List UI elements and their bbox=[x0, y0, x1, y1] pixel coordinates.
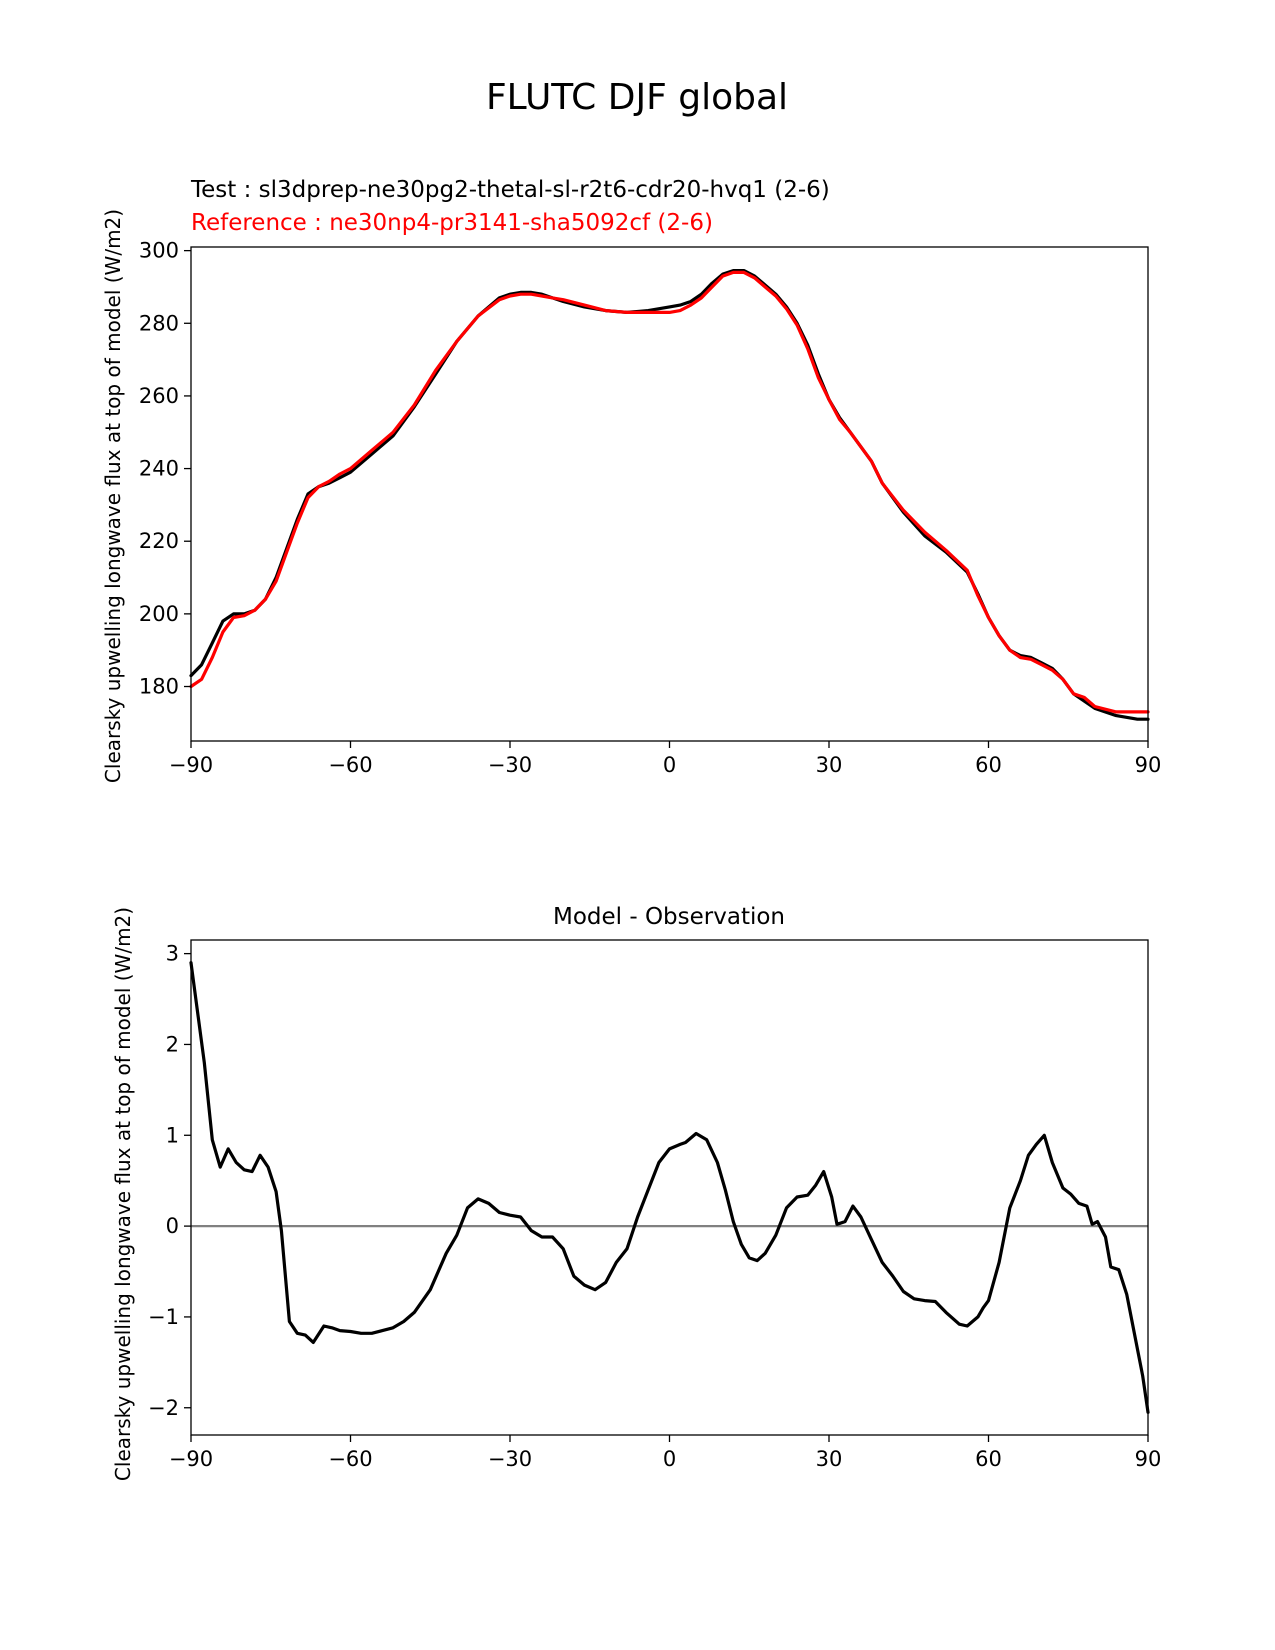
bottom-x-tick-label: 30 bbox=[816, 1447, 843, 1471]
top-y-axis-label: Clearsky upwelling longwave flux at top … bbox=[101, 209, 125, 783]
top-x-tick-label: 60 bbox=[975, 753, 1002, 777]
top-y-tick-label: 200 bbox=[139, 602, 179, 626]
bottom-y-tick-label: 1 bbox=[166, 1123, 179, 1147]
top-y-tick-label: 260 bbox=[139, 384, 179, 408]
top-plot-area: −90 −60 −30 0 30 60 90 180 200 220 240 260 280 300 bbox=[139, 239, 1161, 777]
bottom-y-tick-label: 3 bbox=[166, 942, 179, 966]
bottom-x-tick-label: −30 bbox=[488, 1447, 532, 1471]
bottom-plot-area: −90 −60 −30 0 30 60 90 −2 −1 0 1 2 3 bbox=[148, 939, 1162, 1471]
top-x-tick-label: 0 bbox=[663, 753, 676, 777]
bottom-x-tick-label: 0 bbox=[663, 1447, 676, 1471]
top-y-tick-label: 280 bbox=[139, 311, 179, 335]
bottom-series-line-difference bbox=[189, 961, 1150, 1414]
top-x-tick-label: −60 bbox=[328, 753, 372, 777]
bottom-y-tick-label: −1 bbox=[148, 1305, 179, 1329]
bottom-x-tick-label: −60 bbox=[328, 1447, 372, 1471]
top-y-tick-label: 180 bbox=[139, 675, 179, 699]
top-series-line-reference bbox=[189, 270, 1150, 714]
bottom-x-tick-label: 60 bbox=[975, 1447, 1002, 1471]
bottom-x-tick-label: 90 bbox=[1135, 1447, 1162, 1471]
bottom-line-chart: Model - Observation Clearsky upwelling l… bbox=[111, 904, 1161, 1481]
top-y-tick-label: 240 bbox=[139, 457, 179, 481]
bottom-y-tick-label: 2 bbox=[166, 1032, 179, 1056]
bottom-chart-title: Model - Observation bbox=[553, 904, 785, 930]
test-case-label: Test : sl3dprep-ne30pg2-thetal-sl-r2t6-c… bbox=[190, 177, 830, 203]
reference-case-label: Reference : ne30np4-pr3141-sha5092cf (2-… bbox=[191, 210, 713, 236]
bottom-y-axis-label: Clearsky upwelling longwave flux at top … bbox=[111, 907, 135, 1481]
top-x-tick-label: 30 bbox=[816, 753, 843, 777]
bottom-y-tick-label: −2 bbox=[148, 1396, 179, 1420]
top-line-chart: Test : sl3dprep-ne30pg2-thetal-sl-r2t6-c… bbox=[101, 177, 1161, 783]
top-x-tick-label: −30 bbox=[488, 753, 532, 777]
top-y-tick-label: 300 bbox=[139, 239, 179, 263]
figure-title: FLUTC DJF global bbox=[486, 77, 788, 118]
top-x-tick-label: −90 bbox=[169, 753, 213, 777]
bottom-x-tick-label: −90 bbox=[169, 1447, 213, 1471]
top-y-tick-label: 220 bbox=[139, 529, 179, 553]
bottom-y-tick-label: 0 bbox=[166, 1214, 179, 1238]
top-x-tick-label: 90 bbox=[1135, 753, 1162, 777]
